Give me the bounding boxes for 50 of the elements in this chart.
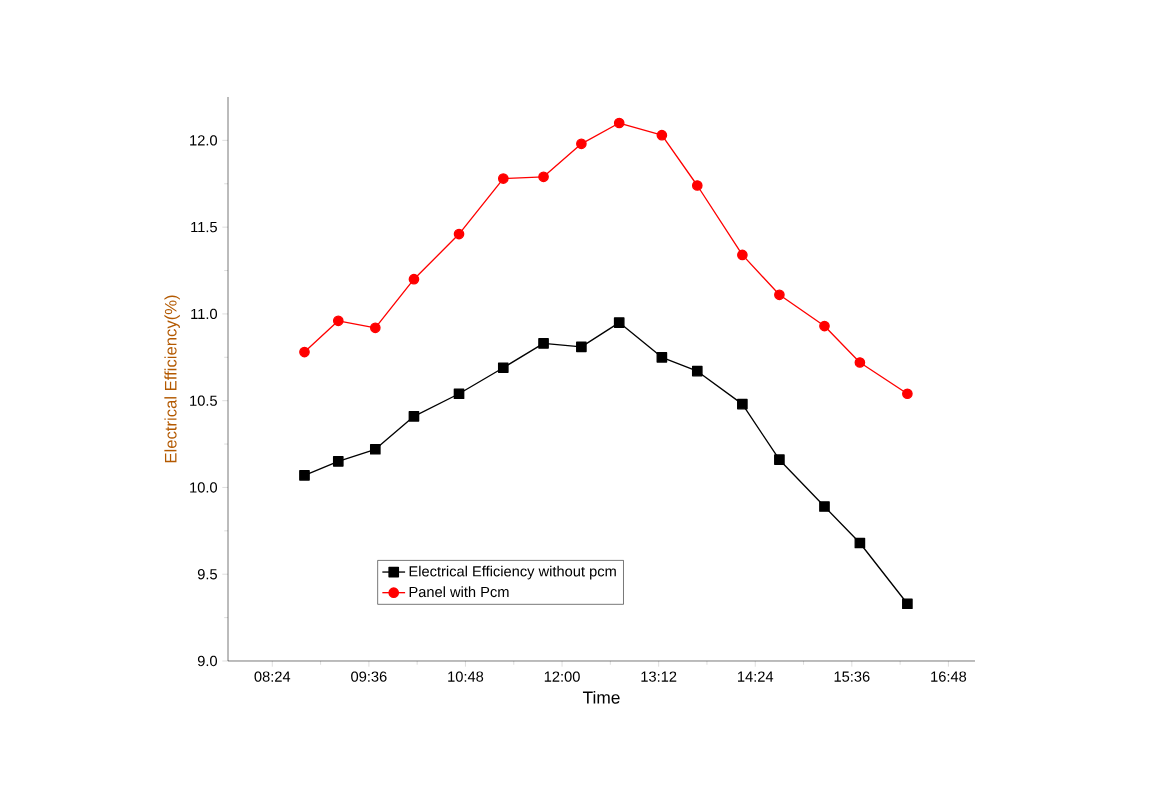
point xyxy=(737,249,748,261)
point xyxy=(453,228,465,240)
point xyxy=(576,138,587,150)
point xyxy=(576,341,587,353)
point xyxy=(691,180,703,191)
y-tick-label: 9.0 xyxy=(197,655,218,667)
point xyxy=(854,357,866,368)
x-tick-label: 15:36 xyxy=(834,671,870,682)
x-tick-label: 10:48 xyxy=(448,671,484,682)
y-axis-title: Electrical Efficiency(%) xyxy=(164,295,180,463)
point xyxy=(656,351,668,363)
point xyxy=(369,322,381,334)
point xyxy=(613,117,625,129)
y-tick-label: 11.0 xyxy=(191,308,218,320)
point xyxy=(453,388,465,400)
x-axis-title: Time xyxy=(582,690,620,704)
x-tick-label: 09:36 xyxy=(351,671,387,682)
x-tick-label: 13:12 xyxy=(641,671,677,682)
point xyxy=(332,315,344,327)
y-tick-label: 11.5 xyxy=(191,222,217,233)
x-tick-label: 08:24 xyxy=(254,671,291,682)
point xyxy=(902,388,913,400)
point xyxy=(332,456,344,467)
point xyxy=(408,273,420,285)
legend-label: Panel with Pcm xyxy=(409,586,509,598)
y-tick-label: 9.5 xyxy=(197,569,217,580)
point xyxy=(774,454,785,466)
point xyxy=(497,173,509,184)
point xyxy=(538,338,549,349)
y-tick-label: 10.0 xyxy=(190,482,218,493)
point xyxy=(299,469,310,481)
point xyxy=(656,129,668,141)
point xyxy=(819,320,830,332)
point xyxy=(737,398,748,410)
x-tick-label: 14:24 xyxy=(738,671,774,682)
point xyxy=(497,362,509,374)
x-tick-label: 16:48 xyxy=(931,671,967,682)
legend-label: Electrical Efficiency without pcm xyxy=(409,565,616,580)
point xyxy=(902,598,913,610)
point xyxy=(691,365,703,377)
point xyxy=(538,171,549,183)
point xyxy=(408,410,420,422)
y-tick-label: 10.5 xyxy=(190,395,217,406)
point xyxy=(613,317,625,328)
point xyxy=(774,289,785,301)
x-tick-label: 12:00 xyxy=(544,671,580,682)
y-tick-label: 12.0 xyxy=(190,135,218,146)
point xyxy=(819,501,830,512)
point xyxy=(299,346,310,358)
point xyxy=(369,443,381,455)
